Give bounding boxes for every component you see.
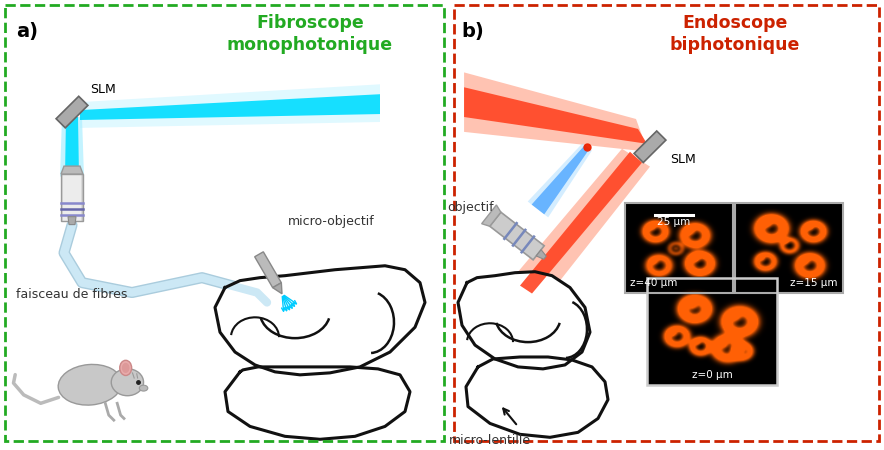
Polygon shape	[520, 152, 642, 293]
Polygon shape	[60, 117, 84, 176]
Ellipse shape	[119, 360, 132, 375]
Ellipse shape	[111, 369, 143, 396]
Bar	[625, 203, 733, 292]
Polygon shape	[80, 94, 380, 120]
Bar	[64, 174, 80, 220]
Text: SLM: SLM	[670, 153, 696, 166]
Text: Fibroscope
monophotonique: Fibroscope monophotonique	[227, 14, 393, 54]
Polygon shape	[528, 143, 592, 217]
Text: micro-lentille: micro-lentille	[449, 434, 531, 447]
Polygon shape	[68, 216, 76, 225]
Text: z=15 μm: z=15 μm	[790, 278, 838, 288]
Polygon shape	[65, 117, 79, 176]
Bar	[62, 174, 82, 220]
Bar	[62, 174, 82, 220]
Text: 25 μm: 25 μm	[658, 217, 690, 227]
Polygon shape	[56, 96, 88, 128]
Bar	[61, 174, 83, 220]
Bar	[61, 174, 83, 220]
Polygon shape	[464, 87, 647, 144]
Ellipse shape	[140, 385, 148, 391]
Polygon shape	[225, 367, 410, 439]
Bar	[63, 174, 81, 220]
Polygon shape	[531, 145, 590, 214]
Text: z=0 μm: z=0 μm	[691, 370, 732, 380]
Text: faisceau de fibres: faisceau de fibres	[16, 288, 127, 301]
Bar	[5, 5, 444, 441]
Polygon shape	[61, 166, 83, 174]
Bar	[454, 5, 879, 441]
Text: SLM: SLM	[90, 83, 116, 96]
Bar	[61, 174, 83, 220]
Polygon shape	[508, 149, 650, 303]
Text: a): a)	[16, 22, 38, 41]
Text: b): b)	[461, 22, 484, 41]
Bar	[63, 174, 81, 220]
Ellipse shape	[122, 363, 130, 373]
Ellipse shape	[58, 364, 122, 405]
Bar	[647, 278, 777, 385]
Polygon shape	[482, 205, 501, 226]
Text: z=40 μm: z=40 μm	[630, 278, 677, 288]
Polygon shape	[272, 283, 282, 294]
Polygon shape	[490, 212, 545, 260]
Text: objectif: objectif	[447, 201, 493, 214]
Polygon shape	[255, 252, 281, 288]
Bar	[63, 174, 81, 220]
Polygon shape	[458, 272, 590, 369]
Polygon shape	[215, 266, 425, 375]
Text: micro-objectif: micro-objectif	[288, 215, 375, 228]
Polygon shape	[634, 131, 666, 162]
Polygon shape	[537, 250, 546, 259]
Polygon shape	[80, 84, 380, 128]
Text: Endoscope
biphotonique: Endoscope biphotonique	[669, 14, 800, 54]
Polygon shape	[466, 357, 608, 437]
Polygon shape	[464, 72, 648, 152]
Bar	[735, 203, 843, 292]
